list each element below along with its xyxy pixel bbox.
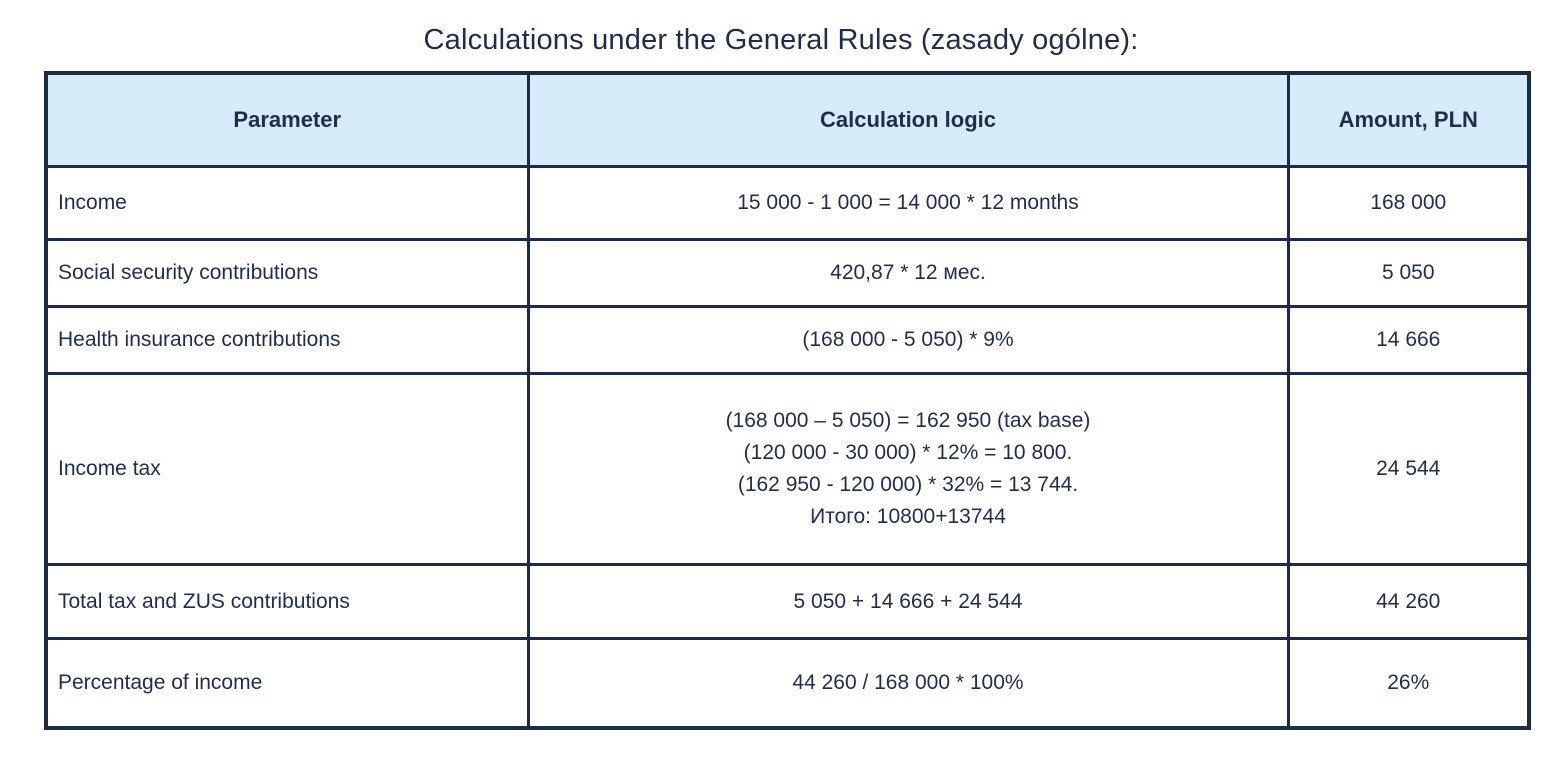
calculations-table: Parameter Calculation logic Amount, PLN … — [44, 71, 1531, 730]
header-row: Parameter Calculation logic Amount, PLN — [44, 71, 1531, 168]
page-title: Calculations under the General Rules (za… — [423, 24, 1139, 56]
table-body: Income 15 000 - 1 000 = 14 000 * 12 month… — [44, 165, 1531, 730]
table-row: Health insurance contributions (168 000 -… — [44, 305, 1531, 375]
calculation-logic-line: 15 000 - 1 000 = 14 000 * 12 months — [737, 191, 1079, 214]
table-row: Percentage of income 44 260 / 168 000 * 1… — [44, 637, 1531, 730]
column-header-parameter: Parameter — [44, 71, 530, 168]
calculation-logic-line: Итого: 10800+13744 — [810, 505, 1006, 528]
calculation-logic-line: 44 260 / 168 000 * 100% — [792, 671, 1024, 694]
calculation-logic-cell: (168 000 – 5 050) = 162 950 (tax base) (1… — [526, 372, 1290, 566]
calculation-logic-cell: 5 050 + 14 666 + 24 544 — [526, 563, 1290, 640]
parameter-cell: Income — [44, 165, 530, 241]
amount-cell: 26% — [1286, 637, 1531, 730]
column-header-calculation-logic: Calculation logic — [526, 71, 1290, 168]
calculation-logic-cell: (168 000 - 5 050) * 9% — [526, 305, 1290, 375]
table-header: Parameter Calculation logic Amount, PLN — [44, 71, 1531, 168]
amount-cell: 14 666 — [1286, 305, 1531, 375]
calculation-logic-line: (120 000 - 30 000) * 12% = 10 800. — [743, 441, 1073, 464]
calculation-logic-line: (168 000 – 5 050) = 162 950 (tax base) — [725, 409, 1091, 432]
table-row: Total tax and ZUS contributions 5 050 + 1… — [44, 563, 1531, 640]
parameter-cell: Percentage of income — [44, 637, 530, 730]
column-header-amount-pln: Amount, PLN — [1286, 71, 1531, 168]
amount-cell: 168 000 — [1286, 165, 1531, 241]
table-row: Income 15 000 - 1 000 = 14 000 * 12 month… — [44, 165, 1531, 241]
calculation-logic-cell: 44 260 / 168 000 * 100% — [526, 637, 1290, 730]
parameter-cell: Income tax — [44, 372, 530, 566]
calculation-logic-cell: 420,87 * 12 мес. — [526, 238, 1290, 308]
parameter-cell: Social security contributions — [44, 238, 530, 308]
calculation-logic-line: (162 950 - 120 000) * 32% = 13 744. — [737, 473, 1079, 496]
table-row: Social security contributions 420,87 * 12… — [44, 238, 1531, 308]
calculation-logic-line: (168 000 - 5 050) * 9% — [802, 328, 1014, 351]
amount-cell: 44 260 — [1286, 563, 1531, 640]
amount-cell: 24 544 — [1286, 372, 1531, 566]
table-row: Income tax (168 000 – 5 050) = 162 950 (t… — [44, 372, 1531, 566]
calculation-logic-cell: 15 000 - 1 000 = 14 000 * 12 months — [526, 165, 1290, 241]
amount-cell: 5 050 — [1286, 238, 1531, 308]
calculation-logic-line: 420,87 * 12 мес. — [830, 261, 986, 284]
parameter-cell: Health insurance contributions — [44, 305, 530, 375]
parameter-cell: Total tax and ZUS contributions — [44, 563, 530, 640]
calculation-logic-line: 5 050 + 14 666 + 24 544 — [793, 589, 1023, 613]
